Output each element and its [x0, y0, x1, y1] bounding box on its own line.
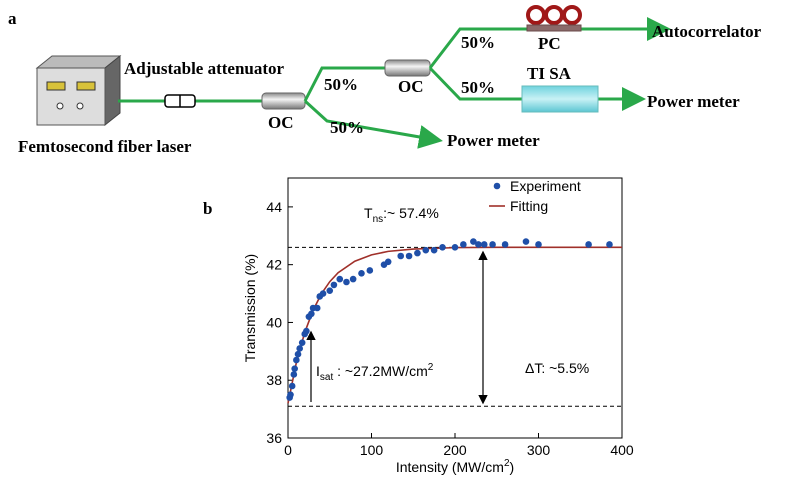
ratio-label: 50%: [330, 118, 364, 137]
x-tick-label: 400: [610, 442, 634, 458]
x-tick-label: 200: [443, 442, 467, 458]
ratio-label: 50%: [461, 78, 495, 97]
coupler-label: OC: [398, 77, 424, 96]
data-point: [349, 275, 357, 283]
legend-marker: [493, 182, 501, 190]
laser-label: Femtosecond fiber laser: [18, 137, 192, 156]
coupler: [384, 59, 431, 77]
laser-box: [35, 54, 122, 127]
x-axis-label-part: Intensity (MW/cm: [396, 459, 504, 475]
panel-label: b: [203, 199, 212, 218]
data-point: [287, 391, 294, 398]
fiber: [303, 66, 385, 102]
data-point: [422, 246, 430, 254]
power-meter-label: Power meter: [647, 92, 740, 111]
data-point: [384, 258, 392, 266]
fit-line: [287, 246, 622, 404]
annotation-part: ΔT: ~5.5%: [525, 360, 589, 376]
data-point: [397, 252, 405, 260]
annotation-part: 2: [428, 362, 434, 373]
data-point: [606, 241, 613, 248]
data-point: [290, 371, 298, 378]
data-point: [535, 241, 542, 248]
data-point: [294, 350, 302, 358]
annotation-part: sat: [320, 372, 334, 383]
data-point: [451, 244, 459, 251]
plot-frame: [287, 177, 623, 439]
data-point: [414, 249, 421, 257]
sa-label: TI SA: [527, 64, 572, 83]
annotation-part: I: [316, 363, 320, 379]
data-point: [291, 365, 298, 372]
legend-label: Fitting: [510, 198, 548, 214]
annotation-part: : ~27.2MW/cm: [333, 363, 428, 379]
attenuator: [164, 94, 196, 108]
data-point: [358, 270, 365, 277]
data-point: [319, 290, 327, 297]
annotation-part: T: [364, 205, 373, 221]
data-point: [475, 241, 482, 248]
ratio-label: 50%: [461, 33, 495, 52]
data-point: [470, 238, 477, 245]
data-point: [430, 246, 438, 254]
coupler-label: OC: [268, 113, 294, 132]
data-point: [330, 281, 338, 289]
data-point: [298, 339, 306, 346]
data-point: [326, 287, 334, 294]
data-point: [366, 267, 374, 274]
panel-label: a: [8, 9, 17, 28]
x-tick-label: 0: [284, 442, 292, 458]
data-point: [313, 304, 321, 312]
fiber: [303, 99, 443, 149]
data-point: [308, 310, 315, 318]
y-tick-label: 38: [266, 372, 282, 388]
data-point: [439, 244, 446, 251]
data-point: [303, 327, 310, 335]
saturable-absorber: [521, 85, 599, 113]
y-tick-label: 36: [266, 430, 282, 446]
annotation-part: ns: [373, 214, 384, 225]
y-tick-label: 42: [266, 257, 282, 273]
data-point: [585, 241, 592, 248]
coupler: [261, 92, 306, 110]
x-axis-label: Intensity (MW/cm2): [396, 458, 514, 475]
data-point: [405, 252, 413, 260]
data-point: [343, 278, 350, 286]
x-axis-label-part: 2: [504, 458, 510, 469]
x-axis-label-part: ): [510, 459, 515, 475]
attenuator-label: Adjustable attenuator: [124, 59, 285, 78]
annotation: Isat : ~27.2MW/cm2: [316, 362, 434, 383]
data-point: [501, 241, 509, 248]
data-point: [293, 356, 300, 364]
annotation: Tns:~ 57.4%: [364, 205, 439, 225]
polarization-controller: [526, 5, 582, 32]
ratio-label: 50%: [324, 75, 358, 94]
data-point: [288, 382, 296, 390]
y-tick-label: 40: [266, 314, 282, 330]
data-point: [460, 241, 467, 248]
x-tick-label: 100: [360, 442, 384, 458]
y-tick-label: 44: [266, 199, 282, 215]
x-tick-label: 300: [527, 442, 551, 458]
data-point: [480, 241, 488, 248]
data-point: [522, 238, 530, 245]
autocorrelator-label: Autocorrelator: [652, 22, 762, 41]
pc-label: PC: [538, 34, 561, 53]
fiber: [428, 17, 671, 69]
y-axis-label: Transmission (%): [242, 254, 258, 362]
legend-label: Experiment: [510, 178, 581, 194]
data-point: [336, 275, 344, 283]
annotation: ΔT: ~5.5%: [525, 360, 589, 376]
data-point: [296, 345, 303, 352]
data-point: [489, 241, 496, 248]
annotation-part: :~ 57.4%: [383, 205, 439, 221]
power-meter-label: Power meter: [447, 131, 540, 150]
